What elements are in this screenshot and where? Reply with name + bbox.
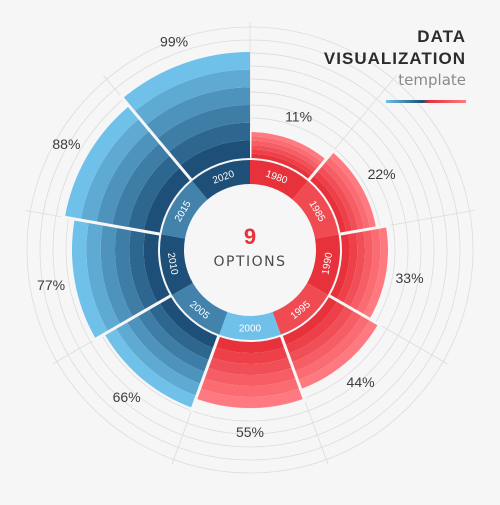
title-gradient-bar (386, 100, 466, 103)
bar-band (112, 142, 171, 229)
center-disc (188, 188, 312, 312)
bar-1995 (281, 296, 379, 390)
value-labels: 11% 22% 33% 44% 55% 66% 77% 88% 99% (37, 33, 424, 440)
bar-band (114, 226, 146, 318)
year-label: 1990 (320, 251, 335, 275)
inner-segment-1985 (292, 181, 339, 239)
bar-1985 (309, 151, 377, 235)
value-label: 33% (396, 270, 424, 286)
bar-band (148, 302, 215, 361)
center-count: 9 (244, 224, 256, 249)
bar-band (316, 165, 359, 232)
bar-band (195, 388, 305, 409)
inner-segment-2005 (172, 283, 228, 335)
inner-ring (160, 160, 341, 340)
bar-band (281, 296, 338, 346)
bar-band (211, 346, 289, 364)
bar-band (126, 315, 206, 385)
bar-band (203, 367, 297, 386)
value-label: 55% (236, 424, 264, 440)
bar-band (145, 87, 250, 139)
bar-band (156, 105, 250, 153)
title-block: DATA VISUALIZATION template (306, 26, 466, 108)
bar-2005 (104, 296, 219, 408)
bar-band (71, 219, 109, 339)
bar-band (199, 377, 301, 397)
bar-band (250, 145, 318, 173)
bar-band (309, 174, 347, 235)
bar-band (250, 149, 315, 177)
bar-band (329, 232, 350, 300)
bar-band (143, 231, 171, 304)
bar-band (129, 229, 158, 311)
value-label: 99% (160, 33, 188, 49)
bar-band (356, 227, 381, 316)
value-label: 22% (368, 166, 396, 182)
year-label: 2010 (165, 252, 180, 276)
value-label: 88% (52, 136, 80, 152)
bar-band (320, 161, 365, 231)
bar-band (362, 226, 388, 319)
bar-band (291, 310, 363, 372)
bar-1980 (250, 132, 326, 180)
bar-band (168, 122, 250, 166)
bar-1990 (329, 226, 388, 319)
bar-band (342, 230, 366, 308)
bar-band (86, 221, 121, 332)
value-label: 11% (285, 109, 312, 125)
inner-segment-1990 (307, 234, 341, 295)
bar-band (96, 130, 161, 226)
bar-2010 (71, 219, 171, 339)
bar-band (207, 357, 293, 375)
bar-2015 (64, 105, 191, 235)
bar-band (312, 170, 353, 233)
inner-segment-2015 (161, 181, 208, 239)
inner-segment-1980 (250, 160, 308, 200)
center-label: OPTIONS (213, 254, 286, 270)
bar-band (159, 296, 219, 349)
bar-2020 (122, 52, 250, 180)
bar-band (179, 140, 250, 180)
bar-band (214, 336, 286, 353)
subtitle: template (398, 71, 466, 89)
bar-band (324, 156, 371, 230)
bar-band (115, 321, 202, 396)
bar-band (349, 228, 373, 312)
value-label: 66% (113, 389, 141, 405)
bar-band (134, 69, 250, 126)
bar-band (250, 136, 324, 167)
bar-band (297, 319, 379, 390)
title-line-1: DATA (417, 27, 466, 46)
bar-band (127, 155, 181, 232)
bar-band (122, 52, 250, 112)
inner-segment-1995 (272, 283, 328, 335)
bar-band (287, 305, 354, 363)
inner-segment-2020 (192, 160, 250, 200)
bar-band (284, 300, 346, 354)
inner-segment-2010 (160, 234, 193, 295)
bar-band (328, 151, 377, 229)
value-label: 44% (347, 374, 375, 390)
bar-band (64, 105, 140, 221)
bar-2000 (195, 336, 305, 409)
bar-band (294, 314, 371, 381)
value-label: 77% (37, 277, 65, 293)
bar-band (104, 327, 197, 408)
bar-band (143, 167, 191, 235)
year-label: 2000 (239, 324, 262, 335)
bar-band (100, 224, 134, 325)
inner-segment-2000 (219, 312, 281, 340)
bar-band (80, 118, 150, 223)
bar-band (250, 132, 326, 163)
title-line-2: VISUALIZATION (323, 49, 466, 68)
bar-band (250, 153, 312, 180)
bar-band (137, 308, 210, 373)
bar-band (250, 140, 321, 170)
bar-band (336, 231, 358, 304)
